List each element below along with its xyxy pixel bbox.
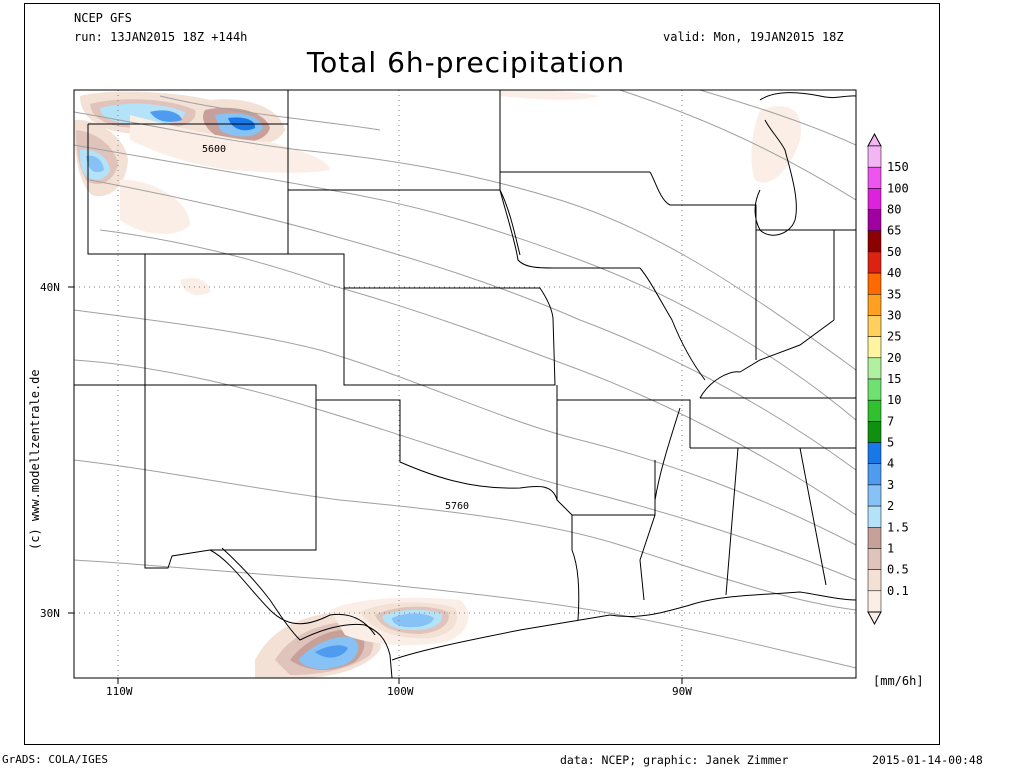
plot-frame — [24, 3, 940, 745]
footer-timestamp: 2015-01-14-00:48 — [872, 753, 983, 767]
legend-swatch — [867, 294, 882, 316]
legend-level-label: 100 — [887, 181, 909, 195]
legend-level-label: 20 — [887, 351, 901, 365]
legend-level-label: 150 — [887, 160, 909, 174]
legend-level-label: 5 — [887, 436, 894, 450]
legend-swatch — [867, 569, 882, 592]
legend-unit: [mm/6h] — [873, 674, 924, 688]
legend-level-label: 3 — [887, 478, 894, 492]
lat-label-30n: 30N — [40, 607, 60, 620]
legend-swatch — [867, 590, 882, 613]
legend-level-label: 1 — [887, 541, 894, 555]
legend-swatch — [867, 251, 882, 274]
footer-grads: GrADS: COLA/IGES — [2, 753, 108, 766]
axis-ticks — [68, 286, 683, 684]
legend-level-label: 80 — [887, 203, 901, 217]
legend-arrow-bottom — [867, 611, 882, 626]
legend-level-label: 7 — [887, 414, 894, 428]
legend-swatch — [867, 378, 882, 401]
legend-level-label: 15 — [887, 372, 901, 386]
legend-swatch — [867, 463, 882, 486]
legend-level-label: 2 — [887, 499, 894, 513]
legend-level-label: 4 — [887, 457, 894, 471]
legend-swatch — [867, 399, 882, 422]
legend-level-label: 1.5 — [887, 520, 909, 534]
contour-label-5760: 5760 — [445, 501, 469, 512]
legend-level-label: 35 — [887, 287, 901, 301]
legend-swatch — [867, 421, 882, 443]
height-contours — [74, 90, 856, 669]
legend-swatch — [867, 527, 882, 549]
legend-swatch — [867, 188, 882, 210]
legend-swatch — [867, 336, 882, 359]
legend-swatch — [867, 548, 882, 570]
lon-label-100w: 100W — [387, 685, 414, 698]
legend-level-label: 50 — [887, 245, 901, 259]
contour-label-5600: 5600 — [202, 144, 226, 155]
precip-legend: 150 100 80 65 50 40 35 30 25 20 15 10 7 5 4 3 2 1.5 1 0.5 0.… — [867, 132, 909, 626]
legend-swatch — [867, 505, 882, 528]
legend-level-label: 40 — [887, 266, 901, 280]
legend-level-label: 65 — [887, 224, 901, 238]
legend-level-label: 0.5 — [887, 563, 909, 577]
legend-swatch — [867, 484, 882, 507]
legend-swatch — [867, 315, 882, 337]
run-label: run: 13JAN2015 18Z +144h — [74, 30, 248, 44]
legend-swatch — [867, 166, 882, 189]
footer-credit: data: NCEP; graphic: Janek Zimmer — [560, 753, 789, 767]
legend-level-label: 0.1 — [887, 584, 909, 598]
lon-label-110w: 110W — [106, 685, 133, 698]
legend-level-label: 10 — [887, 393, 901, 407]
legend-swatch — [867, 209, 882, 231]
legend-level-label: 25 — [887, 330, 901, 344]
valid-label: valid: Mon, 19JAN2015 18Z — [663, 30, 844, 44]
state-boundaries — [74, 90, 856, 678]
lat-lon-grid — [74, 90, 856, 678]
legend-swatch — [867, 145, 882, 168]
legend-arrow-top — [867, 132, 882, 147]
legend-swatch — [867, 442, 882, 464]
lat-label-40n: 40N — [40, 281, 60, 294]
map-title: Total 6h-precipitation — [306, 46, 626, 79]
legend-swatch — [867, 230, 882, 253]
model-label: NCEP GFS — [74, 11, 132, 25]
legend-swatch — [867, 272, 882, 295]
legend-swatch — [867, 357, 882, 380]
map-border — [73, 89, 857, 679]
legend-level-label: 30 — [887, 308, 901, 322]
lon-label-90w: 90W — [672, 685, 692, 698]
